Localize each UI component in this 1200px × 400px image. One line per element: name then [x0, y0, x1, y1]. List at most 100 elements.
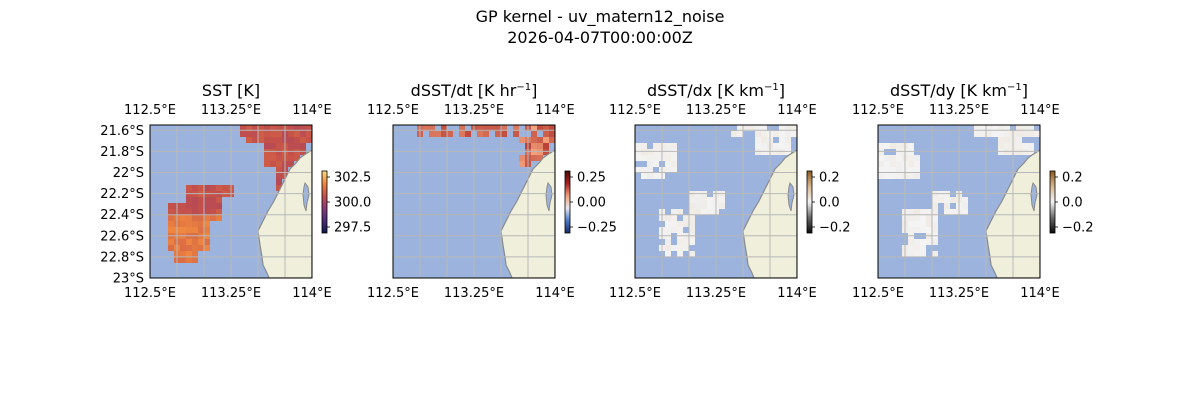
data-cell [878, 173, 884, 179]
data-cell [647, 149, 653, 155]
bay [1030, 181, 1038, 212]
data-cell [926, 215, 932, 221]
data-cell [773, 131, 779, 137]
data-cell [501, 131, 507, 137]
data-cell [908, 209, 914, 215]
figure-title-line1: GP kernel - uv_matern12_noise [475, 7, 725, 26]
data-cell [944, 209, 950, 215]
colorbar-tick-label: 302.5 [334, 171, 371, 186]
data-cell [932, 197, 938, 203]
data-cell [216, 185, 222, 191]
data-cell [198, 215, 204, 221]
data-cell [1028, 143, 1034, 149]
data-cell [908, 221, 914, 227]
data-cell [216, 197, 222, 203]
data-cell [677, 209, 683, 215]
data-cell [210, 209, 216, 215]
data-cell [671, 215, 677, 221]
data-cell [671, 167, 677, 173]
data-cell [186, 251, 192, 257]
data-cell [890, 167, 896, 173]
data-cell [168, 209, 174, 215]
data-cell [186, 197, 192, 203]
data-cell [210, 197, 216, 203]
data-cell [665, 161, 671, 167]
data-cell [210, 185, 216, 191]
data-cell [222, 185, 228, 191]
map-area [150, 125, 312, 278]
data-cell [543, 131, 549, 137]
data-cell [537, 143, 543, 149]
data-cell [677, 239, 683, 245]
panel-title-main: dSST/dt [K hr [411, 81, 517, 100]
data-cell [519, 155, 525, 161]
data-cell [671, 149, 677, 155]
lon-tick-label-bottom: 112.5°E [852, 286, 904, 301]
data-cell [543, 149, 549, 155]
data-cell [671, 221, 677, 227]
data-cell [665, 227, 671, 233]
data-cell [423, 125, 429, 131]
data-cell [192, 221, 198, 227]
data-cell [168, 227, 174, 233]
data-cell [276, 125, 282, 131]
figure-title: GP kernel - uv_matern12_noise 2026-04-07… [0, 6, 1200, 48]
data-cell [270, 137, 276, 143]
data-cell [944, 197, 950, 203]
data-cell [204, 197, 210, 203]
data-cell [908, 161, 914, 167]
data-cell [198, 239, 204, 245]
data-cell [264, 155, 270, 161]
data-cell [944, 203, 950, 209]
data-cell [671, 227, 677, 233]
data-cell [192, 203, 198, 209]
data-cell [635, 143, 641, 149]
lon-tick-label-top: 112.5°E [367, 103, 419, 118]
data-cell [180, 227, 186, 233]
data-cell [1022, 149, 1028, 155]
data-cell [665, 221, 671, 227]
data-cell [932, 227, 938, 233]
data-cell [186, 209, 192, 215]
bay [302, 181, 310, 212]
lon-tick-label-bottom: 113.25°E [686, 286, 746, 301]
data-cell [779, 137, 785, 143]
data-cell [785, 149, 791, 155]
data-cell [719, 203, 725, 209]
data-cell [932, 209, 938, 215]
data-cell [755, 143, 761, 149]
data-cell [878, 167, 884, 173]
data-cell [689, 203, 695, 209]
panel-title: dSST/dt [K hr−1] [411, 81, 538, 100]
data-cell [998, 149, 1004, 155]
data-cell [974, 131, 980, 137]
axes-frame [634, 124, 798, 279]
data-cell [773, 143, 779, 149]
data-cell [914, 251, 920, 257]
data-cell [731, 131, 737, 137]
bay [545, 181, 553, 212]
colorbar-tick-label: 0.0 [1062, 196, 1083, 211]
data-cell [186, 185, 192, 191]
data-cell [264, 149, 270, 155]
lat-tick-label: 22.2°S [100, 187, 144, 202]
data-cell [980, 125, 986, 131]
gridlines [635, 125, 797, 278]
data-cell [890, 161, 896, 167]
data-cell [671, 155, 677, 161]
data-cell [1016, 143, 1022, 149]
data-cell [204, 209, 210, 215]
data-cell [695, 203, 701, 209]
data-cell [962, 209, 968, 215]
data-cell [884, 173, 890, 179]
data-cell [920, 215, 926, 221]
lon-tick-label-bottom: 114°E [535, 286, 575, 301]
data-cell [914, 245, 920, 251]
data-cell [908, 143, 914, 149]
data-cell [210, 215, 216, 221]
lon-tick-label-top: 113.25°E [201, 103, 261, 118]
panel-4: dSST/dy [K km−1] 112.5°E 112.5°E 113.25°E 11… [852, 81, 1094, 301]
colorbar-tick-label: −0.2 [1062, 221, 1094, 236]
data-cell [1016, 125, 1022, 131]
data-cell [519, 137, 525, 143]
